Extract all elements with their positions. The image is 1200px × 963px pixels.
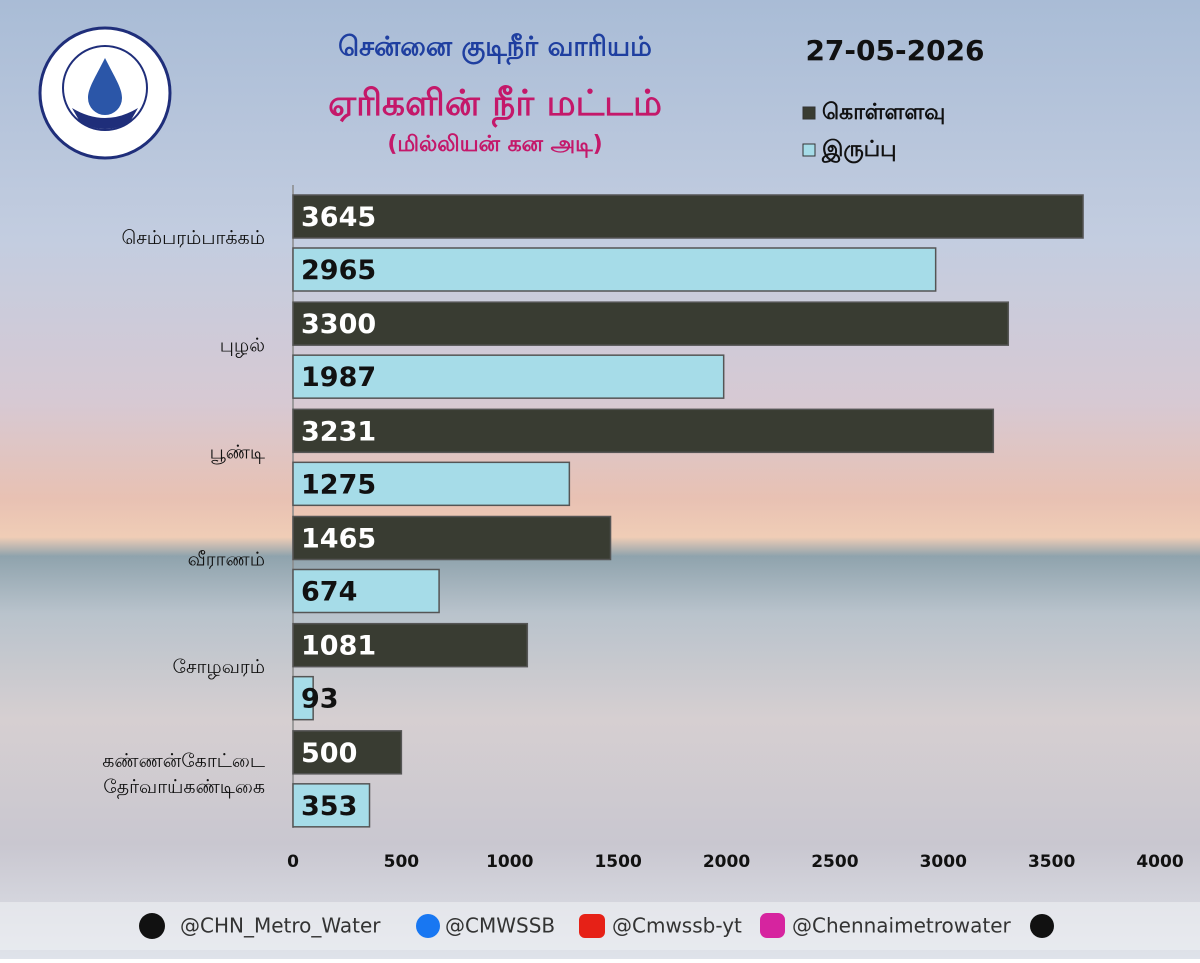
x-tick-label: 500: [384, 852, 420, 872]
data-label: 1987: [301, 362, 376, 393]
x-tick-label: 2500: [811, 852, 858, 872]
footer-handle: @CHN_Metro_Water: [180, 914, 381, 938]
x-tick-label: 3500: [1028, 852, 1075, 872]
data-label: 674: [301, 577, 357, 608]
data-label: 1465: [301, 524, 376, 555]
x-tick-label: 3000: [920, 852, 967, 872]
data-label: 93: [301, 684, 339, 715]
bar: [292, 730, 403, 775]
threads-icon: [1030, 914, 1054, 938]
y-tick-label: செம்பரம்பாக்கம்: [121, 227, 265, 249]
data-label: 1275: [301, 469, 376, 500]
bar: [292, 301, 1010, 346]
y-tick-label: புழல்: [220, 334, 265, 357]
x-tick-label: 1500: [594, 852, 641, 872]
header-title: சென்னை குடிநீர் வாரியம்: [338, 32, 652, 66]
y-tick-label: கண்ணன்கோட்டை: [102, 750, 265, 772]
data-label: 3300: [301, 309, 376, 340]
footer: @CHN_Metro_Water @CMWSSB @Cmwssb-yt @Che…: [0, 902, 1200, 950]
data-label: 500: [301, 738, 357, 769]
logo: [38, 26, 172, 160]
x-tick-label: 4000: [1136, 852, 1183, 872]
legend-swatch: [802, 143, 816, 157]
footer-handle: @Chennaimetrowater: [792, 914, 1012, 938]
legend-label: கொள்ளளவு: [822, 100, 945, 125]
bar: [292, 354, 725, 399]
instagram-icon: [760, 913, 785, 938]
data-label: 2965: [301, 255, 376, 286]
footer-handle: @Cmwssb-yt: [612, 914, 742, 938]
x-icon: [139, 913, 165, 939]
facebook-icon: [416, 914, 440, 938]
y-tick-label: வீராணம்: [188, 549, 265, 571]
legend-swatch: [802, 106, 816, 120]
bar: [292, 622, 529, 668]
bar: [292, 194, 1084, 239]
y-tick-label: சோழவரம்: [172, 656, 265, 679]
bar: [292, 408, 995, 454]
data-label: 3231: [301, 416, 376, 447]
data-label: 353: [301, 791, 357, 822]
footer-handle: @CMWSSB: [445, 914, 555, 938]
data-label: 1081: [301, 631, 376, 662]
chart-title: ஏரிகளின் நீர் மட்டம்: [328, 83, 662, 128]
data-label: 3645: [301, 202, 376, 233]
y-tick-label: தேர்வாய்கண்டிகை: [103, 776, 265, 799]
bar: [292, 675, 314, 721]
x-tick-label: 2000: [703, 852, 750, 872]
y-tick-label: பூண்டி: [210, 441, 265, 464]
bar: [292, 515, 612, 561]
chart-subtitle: (மில்லியன் கன அடி): [387, 132, 602, 158]
bar: [292, 461, 571, 507]
x-tick-label: 1000: [486, 852, 533, 872]
x-tick-label: 0: [287, 852, 299, 872]
date: 27-05-2026: [805, 34, 984, 67]
bar: [292, 568, 440, 614]
legend-label: இருப்பு: [821, 137, 897, 164]
youtube-icon: [579, 914, 605, 938]
bar: [292, 783, 371, 828]
bar: [292, 247, 937, 292]
